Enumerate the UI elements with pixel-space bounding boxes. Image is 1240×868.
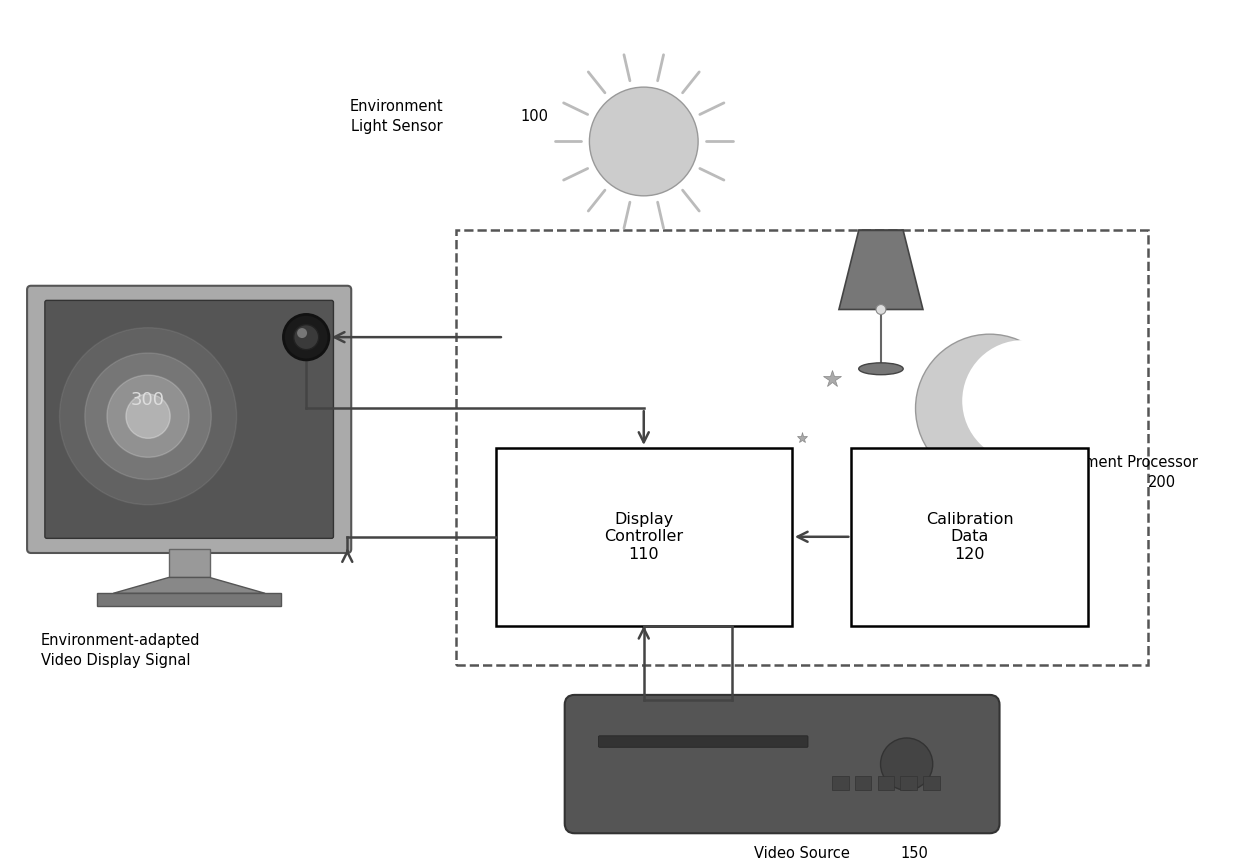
Circle shape bbox=[589, 87, 698, 196]
Circle shape bbox=[107, 375, 190, 457]
FancyBboxPatch shape bbox=[564, 695, 999, 833]
Text: Video Display Signal: Video Display Signal bbox=[41, 653, 191, 667]
Bar bbox=[854, 776, 872, 790]
Text: Display
Controller
110: Display Controller 110 bbox=[604, 512, 683, 562]
Circle shape bbox=[880, 738, 932, 790]
Bar bbox=[878, 776, 894, 790]
Circle shape bbox=[298, 328, 308, 338]
Text: Light Sensor: Light Sensor bbox=[351, 119, 443, 135]
Bar bbox=[852, 448, 1089, 626]
Text: Environment Processor: Environment Processor bbox=[1029, 455, 1198, 470]
Polygon shape bbox=[113, 577, 265, 594]
Circle shape bbox=[294, 325, 319, 350]
Circle shape bbox=[915, 334, 1064, 483]
Text: Video Source: Video Source bbox=[754, 845, 849, 860]
Circle shape bbox=[126, 394, 170, 438]
Text: Environment: Environment bbox=[350, 99, 444, 115]
Bar bbox=[98, 594, 281, 606]
Text: Environment-adapted: Environment-adapted bbox=[41, 633, 201, 648]
Bar bbox=[924, 776, 940, 790]
FancyBboxPatch shape bbox=[45, 300, 334, 538]
Polygon shape bbox=[839, 230, 923, 310]
Text: 150: 150 bbox=[900, 845, 929, 860]
Bar bbox=[456, 230, 1148, 665]
Circle shape bbox=[60, 327, 237, 505]
Circle shape bbox=[84, 353, 211, 479]
Text: Calibration
Data
120: Calibration Data 120 bbox=[926, 512, 1014, 562]
Text: 100: 100 bbox=[521, 109, 548, 124]
Circle shape bbox=[962, 340, 1084, 462]
Ellipse shape bbox=[859, 363, 903, 375]
Text: 300: 300 bbox=[131, 391, 165, 410]
FancyBboxPatch shape bbox=[27, 286, 351, 553]
Circle shape bbox=[875, 305, 885, 314]
Text: 200: 200 bbox=[1148, 475, 1176, 490]
FancyBboxPatch shape bbox=[599, 736, 808, 747]
Bar bbox=[900, 776, 918, 790]
Bar bbox=[496, 448, 792, 626]
Bar bbox=[169, 549, 210, 577]
Bar bbox=[832, 776, 848, 790]
Circle shape bbox=[284, 314, 329, 360]
